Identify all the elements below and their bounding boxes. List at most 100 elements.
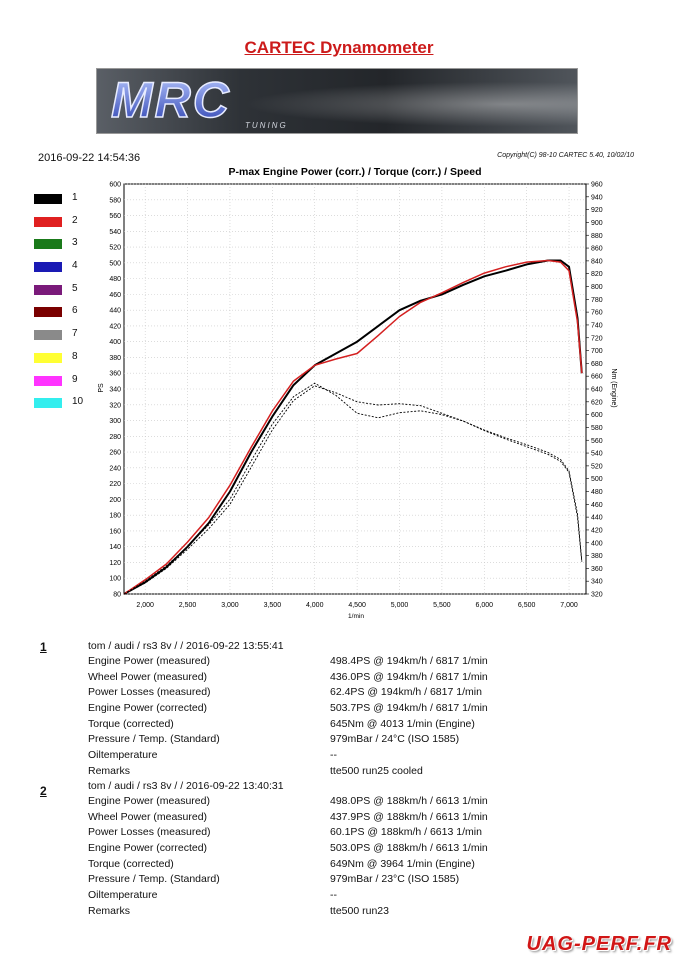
run-rows: Engine Power (measured) 498.4PS @ 194km/h… [88, 655, 608, 781]
legend-swatch [34, 330, 62, 341]
legend-label: 3 [72, 237, 78, 249]
row-value: 979mBar / 24°C (ISO 1585) [330, 733, 460, 746]
row-label: Engine Power (measured) [88, 795, 210, 807]
legend-label: 2 [72, 214, 78, 226]
series-torque-line-1 [123, 385, 583, 595]
y-right-tick-label: 680 [591, 361, 603, 368]
legend-swatch [34, 375, 62, 386]
y-right-tick-label: 340 [591, 579, 603, 586]
x-tick-label: 4,500 [348, 602, 366, 609]
data-row: Power Losses (measured) 62.4PS @ 194km/h … [88, 686, 608, 702]
y-right-tick-label: 600 [591, 412, 603, 419]
row-value: 645Nm @ 4013 1/min (Engine) [330, 717, 475, 730]
row-label: Remarks [88, 904, 131, 917]
dyno-chart: P-max Engine Power (corr.) / Torque (cor… [98, 166, 617, 620]
y-left-tick-label: 340 [109, 387, 121, 394]
y-left-tick-label: 200 [109, 497, 121, 504]
row-label: Engine Power (measured) [88, 655, 210, 667]
brand-banner: MRC TUNING [96, 68, 578, 134]
y-right-tick-label: 920 [591, 207, 603, 214]
legend-label: 1 [72, 192, 78, 203]
x-tick-label: 6,000 [476, 602, 494, 609]
y-left-tick-label: 120 [109, 560, 121, 567]
y-right-tick-label: 740 [591, 322, 603, 329]
legend-swatch [34, 194, 62, 204]
row-value: tte500 run25 cooled [330, 764, 423, 777]
row-label: Remarks [88, 764, 131, 777]
y-left-tick-label: 360 [109, 371, 121, 378]
data-row: Torque (corrected) 649Nm @ 3964 1/min (En… [88, 858, 608, 874]
watermark-logo: UAG-PERF.FR [526, 933, 672, 955]
legend-label: 7 [72, 328, 78, 340]
row-label: Pressure / Temp. (Standard) [88, 873, 220, 886]
y-right-tick-label: 640 [591, 387, 603, 394]
banner-glow [97, 69, 577, 133]
y-left-axis-label: PS [98, 383, 105, 393]
y-right-tick-label: 660 [591, 374, 603, 381]
data-row: Wheel Power (measured) 436.0PS @ 194km/h … [88, 671, 608, 687]
data-row: Engine Power (measured) 498.0PS @ 188km/h… [88, 795, 608, 811]
series-power-line-2 [123, 259, 583, 595]
y-left-tick-label: 300 [109, 418, 121, 425]
logo-subtext: TUNING [245, 121, 288, 130]
x-tick-label: 7,000 [560, 602, 578, 609]
y-left-tick-label: 440 [109, 308, 121, 315]
legend-swatch [34, 216, 62, 227]
y-right-tick-label: 540 [591, 451, 603, 458]
y-right-tick-label: 560 [591, 438, 603, 445]
y-right-tick-label: 440 [591, 515, 603, 522]
row-value: 437.9PS @ 188km/h / 6613 1/min [330, 810, 488, 823]
y-right-tick-label: 420 [591, 527, 603, 534]
run-rows: Engine Power (measured) 498.0PS @ 188km/h… [88, 795, 608, 921]
data-row: Torque (corrected) 645Nm @ 4013 1/min (En… [88, 718, 608, 734]
logo-text: MRC [111, 73, 231, 128]
legend-swatch [34, 307, 62, 318]
row-value: 649Nm @ 3964 1/min (Engine) [330, 857, 475, 870]
y-right-tick-label: 480 [591, 489, 603, 496]
y-left-tick-label: 380 [109, 355, 121, 362]
legend-label: 10 [72, 396, 84, 408]
y-right-tick-label: 700 [591, 348, 603, 355]
y-right-tick-label: 940 [591, 194, 603, 201]
row-label: Wheel Power (measured) [88, 810, 208, 823]
row-label: Torque (corrected) [88, 717, 174, 730]
y-left-tick-label: 220 [109, 481, 121, 488]
data-row: Pressure / Temp. (Standard) 979mBar / 24°… [88, 733, 608, 749]
legend-label: 8 [72, 350, 78, 362]
y-right-tick-label: 400 [591, 540, 603, 547]
data-row: Remarks tte500 run23 [88, 905, 608, 921]
y-right-tick-label: 760 [591, 310, 603, 317]
x-tick-label: 5,500 [433, 602, 451, 609]
legend-swatch [34, 398, 62, 409]
y-right-tick-label: 840 [591, 258, 603, 265]
y-left-tick-label: 500 [109, 260, 121, 267]
y-right-axis-label: Nm (Engine) [610, 368, 617, 407]
y-left-tick-label: 160 [109, 528, 121, 535]
row-value: 436.0PS @ 194km/h / 6817 1/min [330, 670, 488, 683]
y-left-tick-label: 540 [109, 229, 121, 236]
y-left-tick-label: 280 [109, 434, 121, 441]
y-left-tick-label: 400 [109, 339, 121, 346]
row-value: 62.4PS @ 194km/h / 6817 1/min [330, 686, 482, 699]
y-right-tick-label: 360 [591, 566, 603, 573]
x-axis-label: 1/min [348, 613, 364, 620]
y-right-tick-label: 720 [591, 335, 603, 342]
x-tick-label: 6,500 [518, 602, 536, 609]
y-left-tick-label: 580 [109, 197, 121, 204]
y-right-tick-label: 780 [591, 297, 603, 304]
row-value: tte500 run23 [330, 904, 389, 917]
row-label: Engine Power (corrected) [88, 702, 208, 715]
data-row: Engine Power (corrected) 503.7PS @ 194km/… [88, 702, 608, 718]
x-tick-label: 3,500 [264, 602, 282, 609]
row-label: Engine Power (corrected) [88, 842, 208, 855]
row-label: Pressure / Temp. (Standard) [88, 733, 220, 746]
data-row: Wheel Power (measured) 437.9PS @ 188km/h … [88, 811, 608, 827]
report-datetime: 2016-09-22 14:54:36 [38, 152, 141, 164]
run-number: 1 [40, 640, 47, 654]
row-value: -- [330, 749, 337, 762]
x-tick-label: 3,000 [221, 602, 239, 609]
y-right-tick-label: 320 [591, 592, 603, 599]
chart-title: P-max Engine Power (corr.) / Torque (cor… [228, 166, 481, 178]
data-row: Pressure / Temp. (Standard) 979mBar / 23°… [88, 873, 608, 889]
legend-label: 6 [72, 305, 78, 317]
